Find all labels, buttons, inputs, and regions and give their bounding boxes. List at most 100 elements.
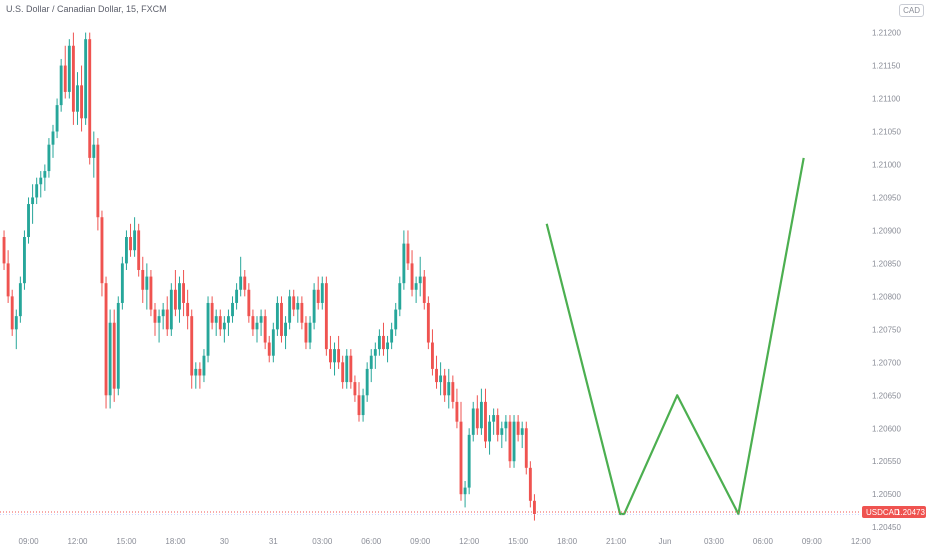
x-tick-label: 09:00	[410, 537, 431, 546]
candle	[308, 316, 312, 350]
candle	[161, 302, 165, 330]
candle-body	[308, 322, 312, 343]
candle-body	[125, 237, 128, 264]
candle	[508, 415, 512, 468]
candle	[182, 269, 185, 317]
candle-body	[484, 401, 487, 442]
candle	[6, 250, 10, 303]
candle-body	[59, 65, 63, 106]
candle-body	[492, 415, 496, 422]
candle-body	[251, 316, 255, 330]
candle	[27, 197, 30, 244]
candle	[100, 210, 104, 297]
candle-body	[377, 335, 381, 350]
candle	[414, 276, 418, 303]
candle	[255, 316, 259, 343]
candle-body	[198, 368, 202, 376]
candle	[214, 309, 218, 336]
w-pattern-line[interactable]	[545, 157, 805, 516]
candle	[373, 342, 377, 369]
candle	[533, 494, 536, 521]
candle	[524, 421, 528, 475]
candle-body	[2, 237, 6, 264]
candle	[51, 124, 55, 158]
candle-body	[173, 289, 177, 310]
candle	[496, 408, 500, 442]
candle-body	[222, 322, 226, 330]
candle	[492, 408, 496, 435]
candle	[431, 329, 434, 376]
x-tick-label: 03:00	[312, 537, 333, 546]
candle-body	[284, 322, 287, 336]
x-tick-label: 09:00	[802, 537, 823, 546]
price-tag-value: 1.20473	[896, 508, 925, 517]
candle	[14, 309, 18, 350]
x-tick-label: 31	[269, 537, 278, 546]
candle	[141, 256, 145, 303]
candle-body	[280, 302, 283, 336]
candle-body	[137, 230, 141, 270]
candle-body	[23, 237, 26, 284]
candle	[259, 309, 263, 336]
y-tick-label: 1.21150	[872, 62, 901, 71]
currency-badge[interactable]: CAD	[899, 4, 924, 17]
candle	[471, 401, 475, 442]
candle	[227, 309, 230, 336]
candle-body	[202, 355, 206, 376]
candle	[84, 32, 88, 125]
candle	[112, 309, 116, 402]
price-tag-symbol: USDCAD	[866, 508, 900, 517]
candle	[304, 316, 308, 350]
candle-body	[14, 316, 18, 330]
candle-body	[324, 283, 328, 350]
candle	[443, 368, 447, 402]
y-tick-label: 1.20850	[872, 259, 901, 268]
candle-body	[447, 382, 451, 396]
candle	[125, 230, 128, 270]
candle	[439, 362, 443, 396]
candle-body	[104, 283, 108, 396]
candle-body	[267, 342, 271, 356]
candle	[247, 283, 251, 323]
candle-body	[296, 302, 300, 310]
candle-body	[451, 382, 455, 402]
candle	[173, 269, 177, 317]
candle-body	[71, 45, 75, 112]
candle	[398, 276, 402, 317]
x-tick-label: 12:00	[459, 537, 480, 546]
candle-body	[463, 487, 467, 495]
candle-body	[520, 428, 524, 435]
price-axis[interactable]: 1.21200 1.21150 1.21100 1.21050 1.21000 1.209…	[872, 29, 901, 533]
candle	[349, 349, 353, 389]
candle	[455, 388, 459, 429]
candle	[243, 269, 247, 297]
candle-body	[504, 421, 508, 429]
candle	[333, 342, 336, 376]
x-tick-label: 15:00	[116, 537, 137, 546]
x-tick-label: 18:00	[557, 537, 578, 546]
candle	[435, 355, 438, 389]
candle	[31, 184, 35, 224]
candle-body	[194, 368, 198, 376]
candle	[206, 296, 210, 363]
candle	[251, 309, 255, 336]
candle-body	[398, 283, 402, 310]
x-tick-label: 03:00	[704, 537, 725, 546]
candle-body	[349, 355, 353, 383]
time-axis[interactable]: 09:00 12:00 15:00 18:00 30 31 03:00 06:00 09:00 1…	[19, 537, 872, 546]
candle-body	[129, 237, 132, 251]
candle	[88, 32, 92, 165]
candle-body	[141, 269, 145, 290]
candle-body	[292, 296, 296, 310]
candle-body	[508, 421, 512, 462]
candle-body	[467, 434, 471, 488]
w-pattern-drawing	[545, 157, 805, 516]
candle-body	[120, 263, 124, 303]
candle	[235, 283, 239, 310]
candle-body	[169, 289, 173, 330]
candle-body	[390, 329, 394, 343]
candle-body	[533, 500, 536, 514]
candle-body	[247, 289, 251, 317]
candle	[528, 461, 532, 508]
